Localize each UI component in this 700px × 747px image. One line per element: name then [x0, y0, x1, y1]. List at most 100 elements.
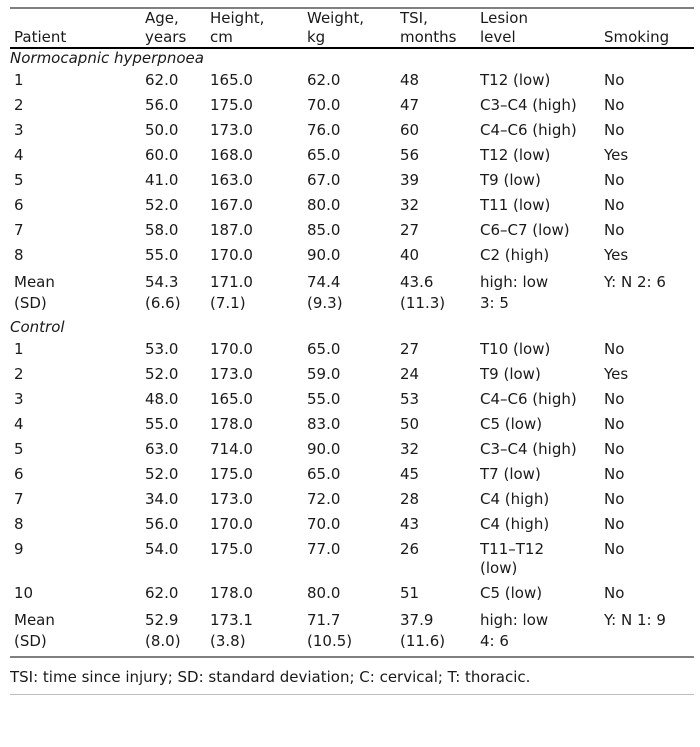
table-row: 4 60.0 168.0 65.0 56 T12 (low) Yes: [10, 143, 694, 168]
table-cell: 60.0: [145, 146, 179, 164]
table-cell: 2: [14, 365, 24, 383]
table-cell: 4: [14, 146, 24, 164]
table-cell: 187.0: [210, 221, 253, 239]
table-cell: 9: [14, 540, 24, 558]
table-cell: 3: [14, 390, 24, 408]
mean-cell: high: low 3: 5: [480, 273, 549, 312]
table-cell: 48.0: [145, 390, 179, 408]
table-cell: 7: [14, 490, 24, 508]
table-cell: 56: [400, 146, 420, 164]
section-title: Control: [10, 318, 65, 336]
table-cell: C3–C4 (high): [480, 440, 577, 458]
table-cell: 41.0: [145, 171, 179, 189]
mean-cell: 37.9 (11.6): [400, 611, 446, 650]
column-header-6: Lesion level: [480, 8, 604, 49]
table-cell: 165.0: [210, 71, 253, 89]
table-cell: No: [604, 440, 625, 458]
table-cell: 167.0: [210, 196, 253, 214]
table-cell: 173.0: [210, 121, 253, 139]
table-row: 6 52.0 167.0 80.0 32 T11 (low) No: [10, 193, 694, 218]
table-cell: No: [604, 584, 625, 602]
table-cell: 54.0: [145, 540, 179, 558]
table-cell: 65.0: [307, 465, 341, 483]
table-row: 4 55.0 178.0 83.0 50 C5 (low) No: [10, 412, 694, 437]
table-cell: 175.0: [210, 540, 253, 558]
table-cell: C4 (high): [480, 515, 550, 533]
table-cell: Yes: [604, 146, 629, 164]
table-cell: No: [604, 121, 625, 139]
table-cell: 175.0: [210, 96, 253, 114]
table-row: 2 52.0 173.0 59.0 24 T9 (low) Yes: [10, 362, 694, 387]
table-cell: 52.0: [145, 196, 179, 214]
table-cell: C4 (high): [480, 490, 550, 508]
table-cell: 56.0: [145, 96, 179, 114]
table-cell: C4–C6 (high): [480, 390, 577, 408]
table-cell: 1: [14, 340, 24, 358]
mean-cell: high: low 4: 6: [480, 611, 549, 650]
table-cell: 51: [400, 584, 420, 602]
mean-cell: Y: N 2: 6: [604, 273, 666, 291]
table-row: 5 63.0 714.0 90.0 32 C3–C4 (high) No: [10, 437, 694, 462]
table-cell: No: [604, 196, 625, 214]
table-cell: T12 (low): [480, 146, 551, 164]
table-cell: 4: [14, 415, 24, 433]
table-cell: 63.0: [145, 440, 179, 458]
table-cell: No: [604, 340, 625, 358]
table-cell: 55.0: [307, 390, 341, 408]
table-row: 2 56.0 175.0 70.0 47 C3–C4 (high) No: [10, 93, 694, 118]
table-cell: 60: [400, 121, 420, 139]
table-cell: 32: [400, 196, 420, 214]
mean-cell: 173.1 (3.8): [210, 611, 253, 650]
table-cell: 85.0: [307, 221, 341, 239]
table-cell: 163.0: [210, 171, 253, 189]
table-cell: 178.0: [210, 415, 253, 433]
paper-table-figure: Patient Age, years Height, cm Weight, kg TSI…: [10, 7, 694, 695]
table-cell: 28: [400, 490, 420, 508]
table-cell: 52.0: [145, 365, 179, 383]
table-cell: No: [604, 171, 625, 189]
table-cell: 59.0: [307, 365, 341, 383]
table-cell: T11–T12 (low): [480, 540, 544, 577]
table-cell: 90.0: [307, 246, 341, 264]
table-row: 7 34.0 173.0 72.0 28 C4 (high) No: [10, 487, 694, 512]
table-cell: 53.0: [145, 340, 179, 358]
table-cell: T9 (low): [480, 171, 541, 189]
table-cell: 77.0: [307, 540, 341, 558]
table-cell: Yes: [604, 365, 629, 383]
table-cell: 40: [400, 246, 420, 264]
section-header-row: Normocapnic hyperpnoea: [10, 48, 694, 68]
table-cell: 32: [400, 440, 420, 458]
table-cell: 55.0: [145, 415, 179, 433]
table-cell: 6: [14, 465, 24, 483]
table-row: 8 56.0 170.0 70.0 43 C4 (high) No: [10, 512, 694, 537]
table-cell: 72.0: [307, 490, 341, 508]
table-cell: 70.0: [307, 96, 341, 114]
table-cell: 62.0: [307, 71, 341, 89]
table-cell: 7: [14, 221, 24, 239]
mean-cell: 52.9 (8.0): [145, 611, 181, 650]
table-cell: 80.0: [307, 584, 341, 602]
column-header-7: Smoking: [604, 8, 694, 49]
table-cell: 170.0: [210, 246, 253, 264]
table-cell: 8: [14, 515, 24, 533]
mean-cell: Mean (SD): [14, 273, 55, 312]
table-cell: 175.0: [210, 465, 253, 483]
table-cell: T10 (low): [480, 340, 551, 358]
table-cell: 67.0: [307, 171, 341, 189]
table-cell: 62.0: [145, 71, 179, 89]
column-header-1: Patient: [10, 8, 145, 49]
table-cell: 5: [14, 171, 24, 189]
table-cell: 39: [400, 171, 420, 189]
table-cell: 165.0: [210, 390, 253, 408]
table-row: 7 58.0 187.0 85.0 27 C6–C7 (low) No: [10, 218, 694, 243]
table-cell: 1: [14, 71, 24, 89]
table-cell: 47: [400, 96, 420, 114]
table-cell: 65.0: [307, 146, 341, 164]
table-cell: 70.0: [307, 515, 341, 533]
table-cell: 90.0: [307, 440, 341, 458]
table-cell: C5 (low): [480, 415, 543, 433]
table-cell: 50: [400, 415, 420, 433]
table-cell: 2: [14, 96, 24, 114]
table-header: Patient Age, years Height, cm Weight, kg TSI…: [10, 8, 694, 49]
table-cell: 173.0: [210, 365, 253, 383]
